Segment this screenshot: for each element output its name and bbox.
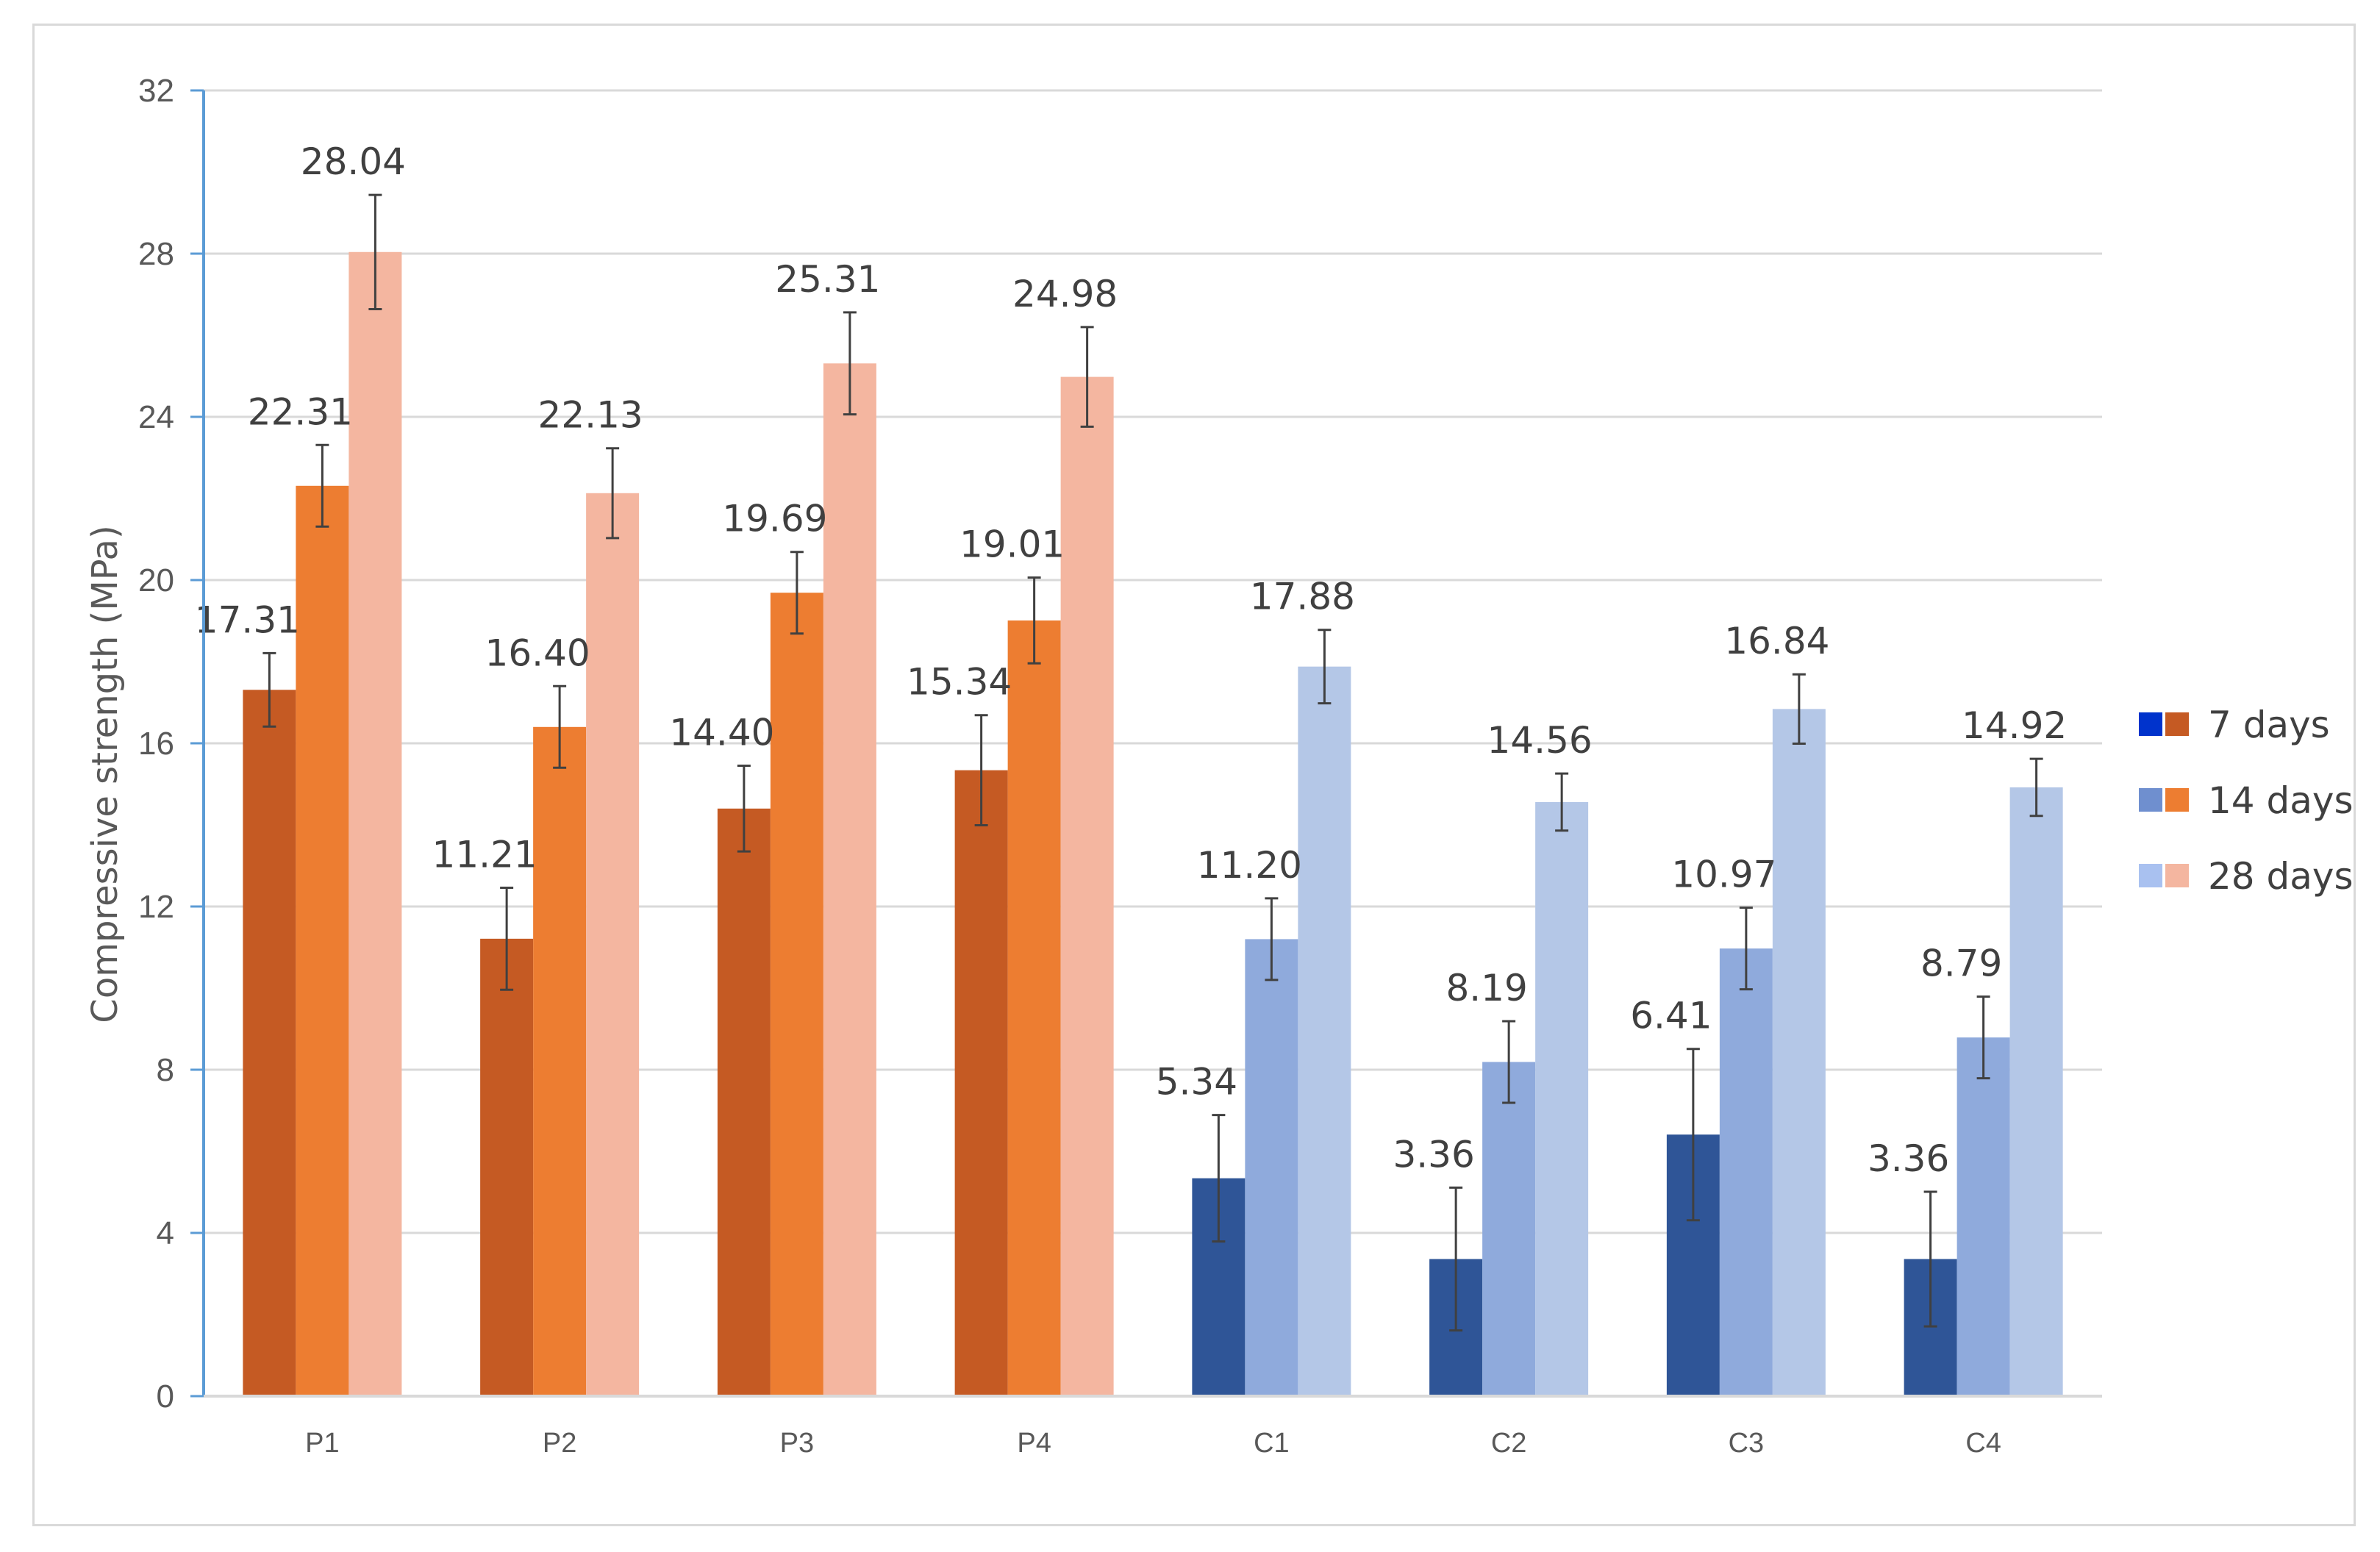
data-label: 19.69 <box>722 498 827 540</box>
y-tick-label: 20 <box>138 562 174 598</box>
x-tick-label: P4 <box>1017 1428 1051 1459</box>
bar-c3-28-days <box>1772 709 1826 1396</box>
data-label: 11.21 <box>432 833 537 876</box>
bar-p2-28-days <box>586 493 640 1397</box>
y-tick-label: 24 <box>138 399 174 435</box>
data-label: 25.31 <box>775 258 880 301</box>
data-label: 8.19 <box>1445 967 1527 1009</box>
x-tick-label: P2 <box>543 1428 576 1459</box>
bar-p4-28-days <box>1060 376 1114 1396</box>
y-tick-label: 12 <box>138 889 174 925</box>
x-tick-label: C1 <box>1254 1428 1290 1459</box>
bar-p4-14-days <box>1007 620 1061 1396</box>
x-tick-label: C2 <box>1491 1428 1527 1459</box>
legend-swatch-orange <box>2165 864 2189 887</box>
data-label: 14.40 <box>669 712 774 754</box>
bar-p3-14-days <box>770 593 823 1396</box>
data-label: 8.79 <box>1920 943 2002 985</box>
legend-swatch-orange <box>2165 712 2189 736</box>
bar-c1-14-days <box>1245 939 1298 1396</box>
data-label: 24.98 <box>1012 273 1118 315</box>
legend-swatch-orange <box>2165 788 2189 812</box>
bar-p1-14-days <box>296 485 349 1397</box>
legend-label: 28 days <box>2208 855 2354 898</box>
data-label: 16.40 <box>485 632 590 674</box>
data-label: 10.97 <box>1671 854 1776 896</box>
data-label: 22.13 <box>538 394 643 437</box>
bar-c1-28-days <box>1298 666 1351 1396</box>
data-label: 16.84 <box>1724 620 1829 662</box>
y-tick-label: 4 <box>157 1215 174 1251</box>
legend-swatch-blue <box>2139 712 2162 736</box>
bars <box>243 251 2063 1397</box>
error-bars <box>262 193 2043 1332</box>
bar-c4-14-days <box>1956 1037 2010 1396</box>
x-tick-label: C3 <box>1729 1428 1765 1459</box>
data-label: 6.41 <box>1630 995 1712 1037</box>
bar-p1-7-days <box>243 690 296 1396</box>
bar-p2-14-days <box>533 726 587 1396</box>
data-label: 14.56 <box>1487 719 1593 762</box>
bar-c2-28-days <box>1535 801 1589 1396</box>
data-label: 3.36 <box>1393 1133 1474 1176</box>
x-tick-label: P3 <box>780 1428 814 1459</box>
y-axis-label: Compressive strength (MPa) <box>85 525 126 1023</box>
data-label: 3.36 <box>1868 1137 1949 1180</box>
data-label: 22.31 <box>248 390 353 433</box>
legend-swatch-blue <box>2139 788 2162 812</box>
y-tick-label: 28 <box>138 236 174 272</box>
bar-p4-7-days <box>954 770 1008 1396</box>
bar-chart: 17.31 22.31 28.04 11.21 16.40 22.13 14.40 19.69… <box>85 73 2354 1459</box>
legend-label: 7 days <box>2208 704 2330 746</box>
bar-p3-28-days <box>823 363 876 1396</box>
bar-c2-14-days <box>1482 1062 1536 1396</box>
x-tick-label: P1 <box>305 1428 339 1459</box>
legend-label: 14 days <box>2208 779 2354 822</box>
bar-p2-7-days <box>480 938 534 1396</box>
data-label: 17.31 <box>195 598 300 641</box>
x-tick-label: C4 <box>1965 1428 2001 1459</box>
chart-frame: 17.31 22.31 28.04 11.21 16.40 22.13 14.40 19.69… <box>32 24 2356 1526</box>
y-tick-label: 0 <box>157 1378 174 1415</box>
y-tick-label: 16 <box>138 726 174 762</box>
legend: 7 days 14 days 28 days <box>2139 704 2354 898</box>
data-label: 14.92 <box>1962 704 2067 747</box>
data-label: 28.04 <box>301 140 406 183</box>
y-tick-label: 8 <box>157 1052 174 1088</box>
data-label: 19.01 <box>959 523 1065 566</box>
data-label: 15.34 <box>907 661 1012 704</box>
y-tick-label: 32 <box>138 73 174 109</box>
data-labels: 17.31 22.31 28.04 11.21 16.40 22.13 14.40 19.69… <box>195 140 2067 1180</box>
data-label: 5.34 <box>1156 1061 1237 1104</box>
bar-p1-28-days <box>349 251 402 1396</box>
bar-c3-14-days <box>1719 948 1773 1396</box>
data-label: 17.88 <box>1250 576 1355 618</box>
data-label: 11.20 <box>1197 844 1302 887</box>
axes: 0 4 8 12 16 20 24 28 32 P1 P2 P3 P4 C1 C2 C3 C4 <box>138 73 2102 1459</box>
legend-swatch-blue <box>2139 864 2162 887</box>
bar-c4-28-days <box>2009 787 2063 1396</box>
bar-p3-7-days <box>717 808 771 1396</box>
